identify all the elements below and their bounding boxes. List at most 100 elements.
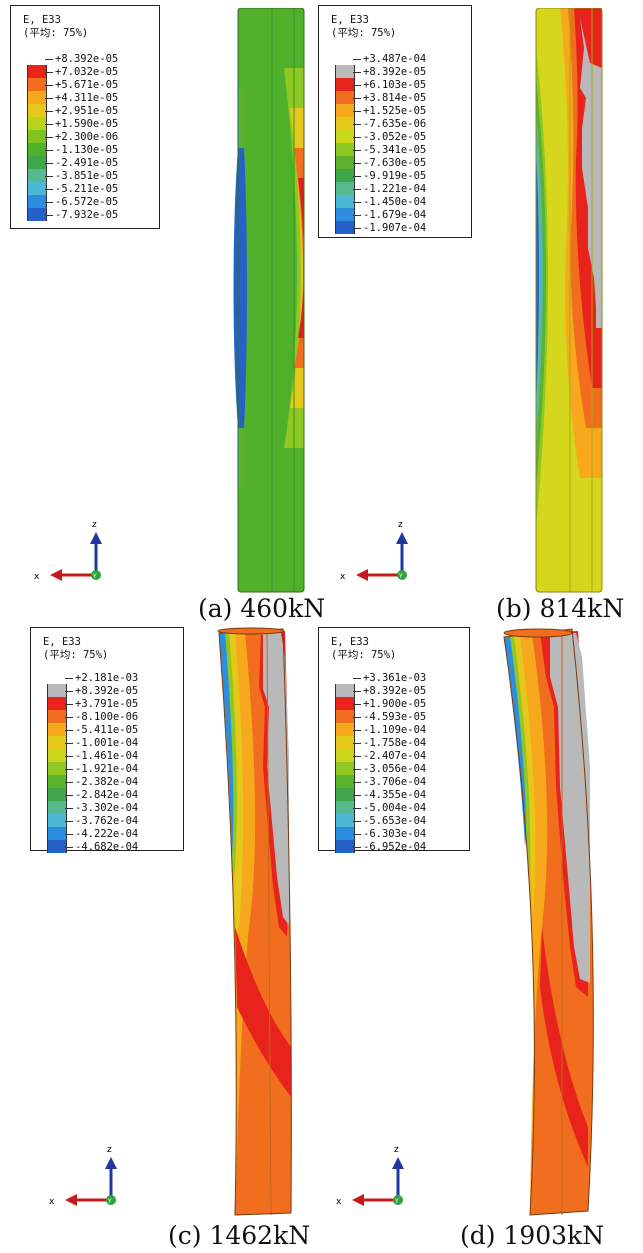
legend-tick bbox=[353, 124, 361, 125]
legend-tick bbox=[45, 189, 53, 190]
legend-tick bbox=[65, 782, 73, 783]
legend-swatch bbox=[27, 91, 47, 104]
legend-tick bbox=[65, 769, 73, 770]
legend-swatch bbox=[47, 710, 67, 723]
legend-swatch bbox=[47, 723, 67, 736]
axis-x-label: x bbox=[336, 1197, 342, 1207]
axis-y-label: Y bbox=[394, 1198, 399, 1205]
legend-tick bbox=[65, 756, 73, 757]
legend-swatch bbox=[335, 143, 355, 156]
axis-z-label: z bbox=[394, 1145, 399, 1155]
legend-value: -1.461e-04 bbox=[75, 750, 139, 762]
legend-tick bbox=[45, 215, 53, 216]
legend-value: +2.951e-05 bbox=[55, 105, 119, 117]
legend-value: +2.300e-06 bbox=[55, 131, 119, 143]
legend-title: E, E33 bbox=[331, 14, 369, 26]
legend-tick bbox=[65, 795, 73, 796]
legend-value: -5.004e-04 bbox=[363, 802, 427, 814]
legend-swatch bbox=[47, 788, 67, 801]
axis-y-label: Y bbox=[107, 1198, 112, 1205]
legend-swatch bbox=[47, 736, 67, 749]
legend-tick bbox=[353, 756, 361, 757]
legend-tick bbox=[45, 163, 53, 164]
legend-value: +3.361e-03 bbox=[363, 672, 427, 684]
legend-c: E, E33 (平均: 75%) +2.181e-03 +8.392e-05 +3.… bbox=[30, 627, 184, 853]
legend-value: -8.100e-06 bbox=[75, 711, 139, 723]
legend-subtitle: (平均: 75%) bbox=[331, 649, 397, 661]
legend-value: -5.653e-04 bbox=[363, 815, 427, 827]
legend-tick bbox=[353, 228, 361, 229]
legend-value: +2.181e-03 bbox=[75, 672, 139, 684]
axis-x-label: x bbox=[340, 572, 346, 582]
legend-tick bbox=[353, 163, 361, 164]
legend-swatch bbox=[335, 723, 355, 736]
legend-tick bbox=[353, 847, 361, 848]
legend-value: -1.221e-04 bbox=[363, 183, 427, 195]
legend-value: -6.572e-05 bbox=[55, 196, 119, 208]
legend-value: -4.222e-04 bbox=[75, 828, 139, 840]
legend-tick bbox=[353, 150, 361, 151]
legend-tick bbox=[353, 795, 361, 796]
panel-a: E, E33 (平均: 75%) +8.392e-05 +7.032e-05 +5.… bbox=[0, 0, 325, 630]
axis-y-label: Y bbox=[398, 573, 403, 580]
panel-b: E, E33 (平均: 75%) +3.487e-04 +8.392e-05 +6.… bbox=[318, 0, 643, 630]
legend-swatch bbox=[47, 814, 67, 827]
legend-tick bbox=[353, 85, 361, 86]
legend-value: -5.211e-05 bbox=[55, 183, 119, 195]
legend-tick bbox=[353, 691, 361, 692]
legend-swatch bbox=[27, 143, 47, 156]
legend-value: +1.900e-05 bbox=[363, 698, 427, 710]
legend-value: -1.450e-04 bbox=[363, 196, 427, 208]
legend-swatch bbox=[27, 104, 47, 117]
legend-tick bbox=[45, 202, 53, 203]
legend-swatch bbox=[335, 130, 355, 143]
legend-title: E, E33 bbox=[23, 14, 61, 26]
legend-subtitle: (平均: 75%) bbox=[43, 649, 109, 661]
legend-swatch bbox=[47, 775, 67, 788]
axis-y-label: Y bbox=[92, 573, 97, 580]
caption-c: (c) 1462kN bbox=[168, 1221, 311, 1250]
axis-z-label: z bbox=[398, 520, 403, 530]
legend-value: -7.932e-05 bbox=[55, 209, 119, 221]
legend-swatch bbox=[335, 801, 355, 814]
legend-tick bbox=[353, 72, 361, 73]
legend-tick bbox=[45, 124, 53, 125]
legend-tick bbox=[65, 834, 73, 835]
legend-swatch bbox=[335, 195, 355, 208]
legend-swatch bbox=[47, 684, 67, 697]
axis-triad-a: z x Y bbox=[34, 520, 102, 582]
legend-tick bbox=[353, 834, 361, 835]
legend-swatch bbox=[335, 710, 355, 723]
legend-swatch bbox=[335, 156, 355, 169]
legend-value: -2.491e-05 bbox=[55, 157, 119, 169]
legend-swatch bbox=[335, 208, 355, 221]
cylinder-d bbox=[503, 628, 594, 1216]
legend-swatch bbox=[27, 169, 47, 182]
legend-value: +1.590e-05 bbox=[55, 118, 119, 130]
legend-value: -7.630e-05 bbox=[363, 157, 427, 169]
panel-d: E, E33 (平均: 75%) +3.361e-03 +8.392e-05 +1.… bbox=[318, 625, 643, 1253]
legend-tick bbox=[353, 202, 361, 203]
legend-tick bbox=[353, 59, 361, 60]
legend-tick bbox=[65, 730, 73, 731]
legend-tick bbox=[65, 704, 73, 705]
legend-value: -3.762e-04 bbox=[75, 815, 139, 827]
legend-swatch bbox=[27, 182, 47, 195]
legend-swatch bbox=[27, 65, 47, 78]
legend-value: -4.593e-05 bbox=[363, 711, 427, 723]
legend-swatch bbox=[335, 827, 355, 840]
legend-swatch bbox=[335, 117, 355, 130]
legend-swatch bbox=[335, 762, 355, 775]
legend-tick bbox=[353, 808, 361, 809]
legend-value: -7.635e-06 bbox=[363, 118, 427, 130]
cylinder-c bbox=[217, 627, 292, 1216]
axis-triad-d: z x Y bbox=[336, 1145, 404, 1207]
legend-value: -1.907e-04 bbox=[363, 222, 427, 234]
legend-value: +3.487e-04 bbox=[363, 53, 427, 65]
legend-tick bbox=[45, 59, 53, 60]
legend-tick bbox=[353, 730, 361, 731]
legend-swatch bbox=[27, 156, 47, 169]
legend-value: -2.407e-04 bbox=[363, 750, 427, 762]
legend-swatch bbox=[335, 749, 355, 762]
legend-swatch bbox=[47, 697, 67, 710]
